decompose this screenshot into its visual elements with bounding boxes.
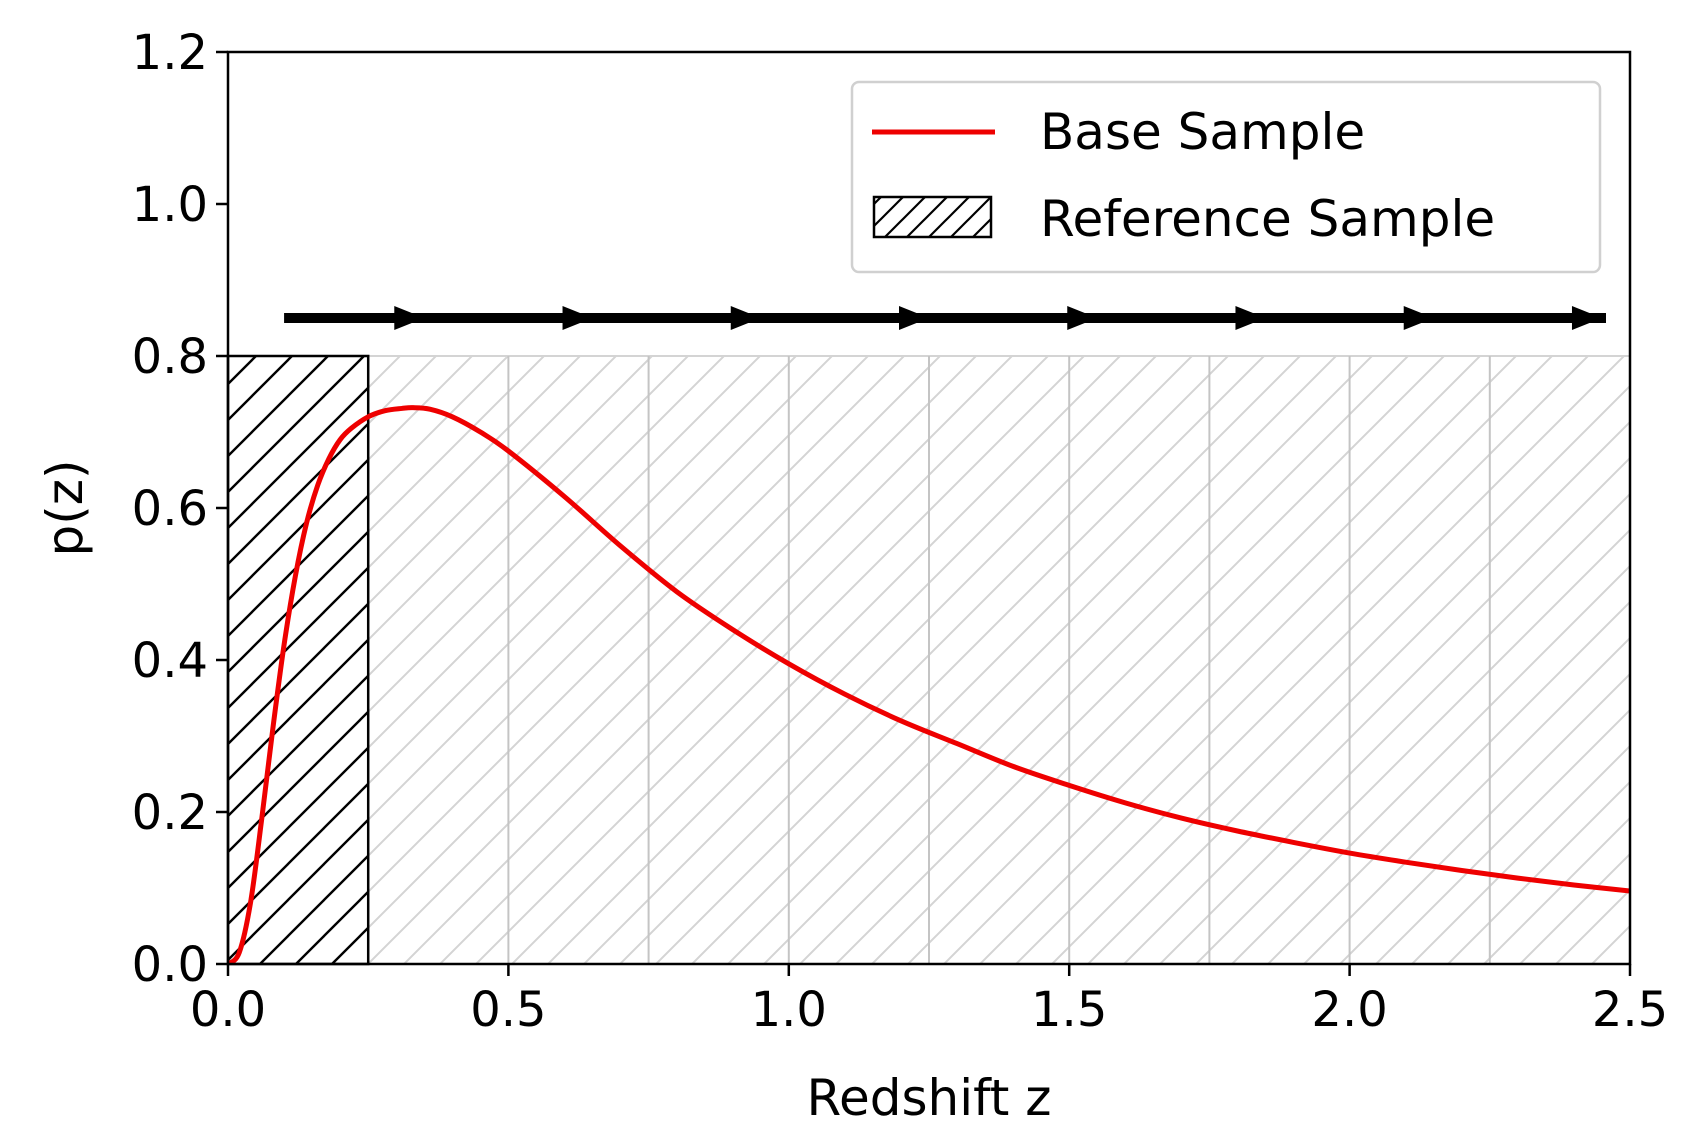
arrow-head-1 <box>562 306 593 330</box>
legend: Base Sample Reference Sample <box>850 80 1602 274</box>
x-tick-label-0: 0.0 <box>190 982 266 1038</box>
reference-sample-bar <box>226 354 370 966</box>
y-axis-label: p(z) <box>36 460 94 557</box>
legend-frame <box>850 80 1602 274</box>
y-tick-label-3: 0.6 <box>132 481 208 537</box>
x-tick-label-4: 2.0 <box>1311 982 1387 1038</box>
arrow-head-6 <box>1403 306 1434 330</box>
arrow-head-7 <box>1571 306 1602 330</box>
legend-label-base-sample: Base Sample <box>1040 103 1365 161</box>
y-tick-label-4: 0.8 <box>132 329 208 385</box>
y-tick-label-6: 1.2 <box>132 25 208 81</box>
x-axis-ticks: 0.0 0.5 1.0 1.5 2.0 2.5 <box>190 964 1668 1038</box>
arrow <box>284 306 1606 330</box>
shaded-bins-fill <box>368 356 1631 964</box>
legend-label-reference-sample: Reference Sample <box>1040 190 1495 248</box>
series-layer <box>228 405 1630 964</box>
arrow-head-5 <box>1235 306 1266 330</box>
reference-sample-box <box>226 354 370 966</box>
x-tick-label-5: 2.5 <box>1592 982 1668 1038</box>
arrow-head-2 <box>730 306 761 330</box>
arrow-head-0 <box>394 306 425 330</box>
y-tick-label-0: 0.0 <box>132 937 208 993</box>
x-tick-label-2: 1.0 <box>751 982 827 1038</box>
y-tick-label-2: 0.4 <box>132 633 208 689</box>
y-tick-label-1: 0.2 <box>132 785 208 841</box>
arrow-head-4 <box>1067 306 1098 330</box>
shaded-bins <box>367 355 1631 964</box>
x-axis-label: Redshift z <box>806 1069 1051 1127</box>
y-tick-label-5: 1.0 <box>132 177 208 233</box>
y-axis-ticks: 0.0 0.2 0.4 0.6 0.8 1.0 1.2 <box>132 25 228 993</box>
legend-swatch-reference-sample <box>872 195 993 239</box>
x-tick-label-3: 1.5 <box>1031 982 1107 1038</box>
arrow-head-3 <box>899 306 929 330</box>
x-tick-label-1: 0.5 <box>470 982 546 1038</box>
series-line-0 <box>228 405 1630 964</box>
